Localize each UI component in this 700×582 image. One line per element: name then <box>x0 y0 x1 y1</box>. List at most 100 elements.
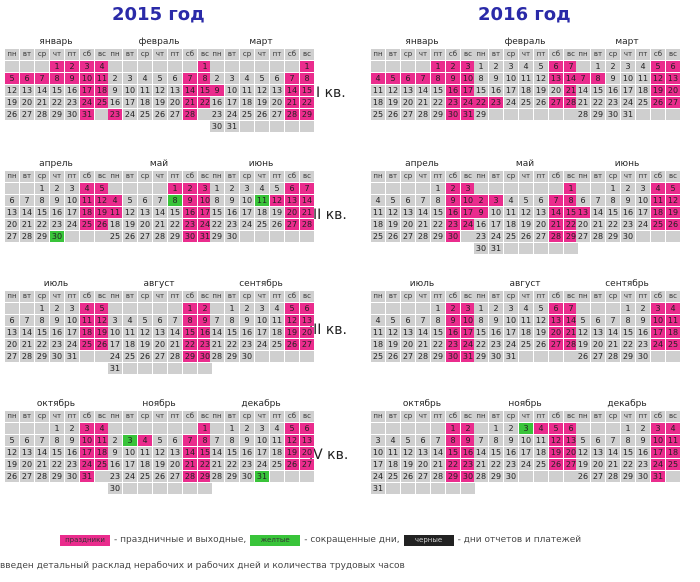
month-grid: пн вт ср чт пт сб вс 1 2 3 4 5 6 7 8 9 10 11 12 13 14 15 16 17 1… <box>210 411 314 482</box>
day-cell: 28 <box>431 471 445 482</box>
day-cell: 3 <box>255 423 269 434</box>
day-cell: 22 <box>621 459 635 470</box>
weekday-header: пт <box>636 411 650 422</box>
empty-cell <box>386 61 400 72</box>
day-cell: 25 <box>80 339 94 350</box>
day-cell: 23 <box>183 219 197 230</box>
empty-cell <box>270 351 284 362</box>
empty-cell <box>371 423 385 434</box>
day-cell: 30 <box>50 351 64 362</box>
day-cell: 6 <box>300 303 314 314</box>
month-grid: пн вт ср чт пт сб вс 1 2 3 4 5 6 7 8 9 10 11 12 13 14 15 16 17 1… <box>108 411 212 494</box>
day-cell: 7 <box>416 195 430 206</box>
day-cell: 22 <box>621 339 635 350</box>
day-cell: 3 <box>80 61 94 72</box>
day-cell: 17 <box>80 447 94 458</box>
day-cell: 26 <box>386 109 400 120</box>
day-cell: 29 <box>489 471 503 482</box>
day-cell: 13 <box>576 207 590 218</box>
day-cell: 18 <box>371 97 385 108</box>
weekday-header: ср <box>401 171 415 182</box>
legend-holiday-text: - праздничные и выходные, <box>114 535 247 545</box>
month-name: сентябрь <box>605 279 649 289</box>
day-cell: 7 <box>549 195 563 206</box>
weekday-header: чт <box>416 411 430 422</box>
day-cell: 2 <box>489 61 503 72</box>
day-cell: 13 <box>270 85 284 96</box>
day-cell: 11 <box>519 73 533 84</box>
weekday-header: вс <box>198 411 212 422</box>
day-cell: 10 <box>519 435 533 446</box>
day-cell: 19 <box>285 447 299 458</box>
weekday-header: вт <box>591 411 605 422</box>
day-cell: 12 <box>549 435 563 446</box>
empty-cell <box>123 303 137 314</box>
day-cell: 11 <box>255 195 269 206</box>
month-2016-9: сентябрь пн вт ср чт пт сб вс 1 2 3 4 5 6 7 8 9 10 11 12 13 1… <box>576 278 680 362</box>
month-2016-10: октябрь пн вт ср чт пт сб вс 1 2 3 4 5 6 7 8 9 10 11 12 13 14… <box>371 398 475 494</box>
day-cell: 20 <box>401 219 415 230</box>
day-cell: 2 <box>240 423 254 434</box>
month-name: апрель <box>405 159 439 169</box>
day-cell: 25 <box>138 109 152 120</box>
day-cell: 26 <box>401 471 415 482</box>
day-cell: 10 <box>255 315 269 326</box>
weekday-header: вс <box>300 171 314 182</box>
day-cell: 4 <box>270 303 284 314</box>
day-cell: 11 <box>666 315 680 326</box>
day-cell: 21 <box>606 339 620 350</box>
month-name: август <box>143 279 175 289</box>
day-cell: 11 <box>123 327 137 338</box>
day-cell: 7 <box>168 315 182 326</box>
day-cell: 10 <box>123 447 137 458</box>
day-cell: 21 <box>210 339 224 350</box>
weekday-header: вс <box>198 291 212 302</box>
day-cell: 3 <box>489 195 503 206</box>
day-cell: 28 <box>20 351 34 362</box>
empty-cell <box>240 231 254 242</box>
empty-cell <box>636 109 650 120</box>
day-cell: 1 <box>591 61 605 72</box>
weekday-header: вс <box>461 49 475 60</box>
day-cell: 12 <box>285 435 299 446</box>
day-cell: 10 <box>636 195 650 206</box>
day-cell: 20 <box>416 459 430 470</box>
day-cell: 23 <box>474 231 488 242</box>
empty-cell <box>240 61 254 72</box>
day-cell: 8 <box>210 195 224 206</box>
day-cell: 9 <box>461 435 475 446</box>
day-cell: 12 <box>5 447 19 458</box>
weekday-header: чт <box>153 291 167 302</box>
empty-cell <box>416 483 430 494</box>
day-cell: 30 <box>446 351 460 362</box>
month-2015-4: апрель пн вт ср чт пт сб вс 1 2 3 4 5 6 7 8 9 10 11 12 13 14 1… <box>5 158 109 242</box>
day-cell: 2 <box>446 303 460 314</box>
day-cell: 9 <box>474 207 488 218</box>
day-cell: 3 <box>123 435 137 446</box>
day-cell: 3 <box>240 183 254 194</box>
day-cell: 24 <box>519 459 533 470</box>
day-cell: 6 <box>534 195 548 206</box>
day-cell: 20 <box>20 97 34 108</box>
day-cell: 20 <box>285 207 299 218</box>
day-cell: 3 <box>65 183 79 194</box>
weekday-header: сб <box>183 291 197 302</box>
empty-cell <box>138 303 152 314</box>
day-cell: 26 <box>255 109 269 120</box>
weekday-header: вт <box>591 291 605 302</box>
day-cell: 13 <box>5 207 19 218</box>
day-cell: 28 <box>183 471 197 482</box>
day-cell: 15 <box>474 85 488 96</box>
empty-cell <box>270 121 284 132</box>
day-cell: 24 <box>198 219 212 230</box>
day-cell: 22 <box>225 459 239 470</box>
day-cell: 13 <box>549 315 563 326</box>
day-cell: 14 <box>576 85 590 96</box>
day-cell: 27 <box>300 339 314 350</box>
day-cell: 19 <box>576 459 590 470</box>
day-cell: 15 <box>35 327 49 338</box>
day-cell: 30 <box>636 351 650 362</box>
day-cell: 6 <box>300 423 314 434</box>
day-cell: 8 <box>591 73 605 84</box>
weekday-header: ср <box>240 171 254 182</box>
